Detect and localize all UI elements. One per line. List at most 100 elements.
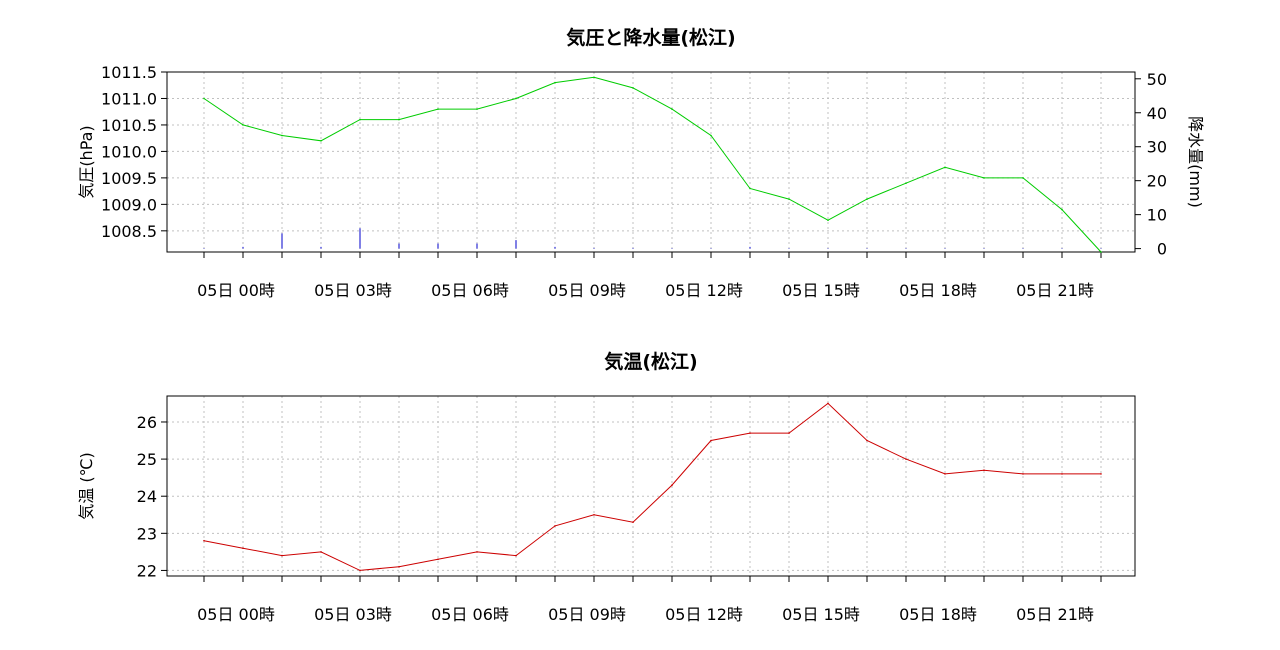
temperature-point <box>710 439 712 442</box>
x-tick-label: 05日 09時 <box>548 605 626 624</box>
pressure-point <box>359 118 361 121</box>
y-tick-label: 1011.5 <box>101 63 157 82</box>
temperature-point <box>632 521 634 523</box>
temperature-point <box>671 484 673 486</box>
y-tick-label: 24 <box>137 487 157 506</box>
y-tick-label: 1008.5 <box>101 222 157 241</box>
temperature-point <box>983 469 985 472</box>
x-tick-label: 05日 12時 <box>665 281 743 300</box>
temperature-point <box>476 551 478 553</box>
y2-tick-label: 30 <box>1147 138 1167 157</box>
pressure-point <box>320 140 322 142</box>
pressure-point <box>203 97 205 100</box>
y-tick-label: 1009.5 <box>101 169 157 188</box>
pressure-y-label: 気圧(hPa) <box>77 125 96 198</box>
x-tick-label: 05日 00時 <box>197 605 275 624</box>
pressure-point <box>281 134 283 137</box>
temperature-x-axis: 05日 00時 05日 03時 05日 06時 05日 09時 05日 12時 05日 1… <box>197 576 1102 624</box>
temperature-point <box>905 458 907 460</box>
x-tick-label: 05日 21時 <box>1016 281 1094 300</box>
y-tick-label: 25 <box>137 450 157 469</box>
pressure-point <box>671 108 673 110</box>
pressure-x-axis: 05日 00時 05日 03時 05日 06時 05日 09時 05日 12時 05日 1… <box>197 252 1102 300</box>
pressure-point <box>398 118 400 121</box>
temperature-point <box>320 551 322 553</box>
pressure-point <box>1022 177 1024 179</box>
y-tick-label: 1010.5 <box>101 116 157 135</box>
x-tick-label: 05日 06時 <box>431 281 509 300</box>
pressure-point <box>944 166 946 169</box>
precip-bars <box>203 228 1102 249</box>
temperature-y-axis: 22 23 24 25 26 <box>137 413 167 580</box>
precip-y-label: 降水量(mm) <box>1186 116 1205 208</box>
y-tick-label: 1009.0 <box>101 195 157 214</box>
pressure-line <box>203 76 1102 253</box>
temperature-point <box>437 558 439 561</box>
x-tick-label: 05日 12時 <box>665 605 743 624</box>
pressure-point <box>476 108 478 110</box>
pressure-point <box>632 87 634 89</box>
pressure-point <box>515 97 517 100</box>
temperature-point <box>281 554 283 557</box>
pressure-grid <box>167 71 1135 252</box>
temperature-point <box>749 432 751 434</box>
y2-tick-label: 0 <box>1157 240 1167 259</box>
y-tick-label: 26 <box>137 413 157 432</box>
temperature-point <box>398 565 400 568</box>
temperature-point <box>944 473 946 475</box>
temperature-point <box>1022 473 1024 475</box>
pressure-point <box>983 177 985 179</box>
temperature-point <box>1100 473 1102 475</box>
temperature-point <box>554 525 556 527</box>
pressure-precip-chart: 気圧と降水量(松江) 1011.5 1011.0 1010.5 1010.0 1009.… <box>77 26 1205 300</box>
y2-tick-label: 40 <box>1147 104 1167 123</box>
pressure-point <box>827 219 829 221</box>
y2-tick-label: 10 <box>1147 206 1167 225</box>
y-tick-label: 22 <box>137 561 157 580</box>
x-tick-label: 05日 03時 <box>314 281 392 300</box>
temperature-point <box>593 514 595 516</box>
temperature-point <box>515 554 517 557</box>
temperature-plot-frame <box>166 395 1136 577</box>
x-tick-label: 05日 09時 <box>548 281 626 300</box>
pressure-point <box>905 182 907 184</box>
pressure-point <box>866 198 868 200</box>
precip-y-axis: 0 10 20 30 40 50 <box>1135 70 1167 259</box>
pressure-point <box>242 124 244 126</box>
temperature-point <box>203 539 205 542</box>
pressure-point <box>593 76 595 79</box>
temperature-point <box>1061 473 1063 475</box>
pressure-point <box>749 187 751 190</box>
x-tick-label: 05日 03時 <box>314 605 392 624</box>
y2-tick-label: 50 <box>1147 70 1167 89</box>
chart-title-pressure: 気圧と降水量(松江) <box>566 26 735 49</box>
pressure-point <box>554 81 556 84</box>
temperature-point <box>359 569 361 572</box>
pressure-point <box>1100 251 1102 253</box>
pressure-point <box>437 108 439 110</box>
x-tick-label: 05日 18時 <box>899 605 977 624</box>
pressure-point <box>1061 208 1063 211</box>
y-tick-label: 1011.0 <box>101 89 157 108</box>
chart-title-temperature: 気温(松江) <box>604 350 697 373</box>
x-tick-label: 05日 15時 <box>782 605 860 624</box>
temperature-grid <box>167 396 1135 576</box>
pressure-plot-frame <box>166 71 1136 253</box>
temperature-point <box>827 402 829 405</box>
x-tick-label: 05日 00時 <box>197 281 275 300</box>
y-tick-label: 1010.0 <box>101 142 157 161</box>
pressure-point <box>710 134 712 137</box>
temperature-point <box>788 432 790 434</box>
x-tick-label: 05日 06時 <box>431 605 509 624</box>
x-tick-label: 05日 15時 <box>782 281 860 300</box>
x-tick-label: 05日 21時 <box>1016 605 1094 624</box>
temperature-line <box>203 402 1101 571</box>
y2-tick-label: 20 <box>1147 172 1167 191</box>
y-tick-label: 23 <box>137 524 157 543</box>
x-tick-label: 05日 18時 <box>899 281 977 300</box>
temperature-point <box>866 439 868 442</box>
pressure-point <box>788 198 790 200</box>
temperature-y-label: 気温 (℃) <box>77 452 96 520</box>
